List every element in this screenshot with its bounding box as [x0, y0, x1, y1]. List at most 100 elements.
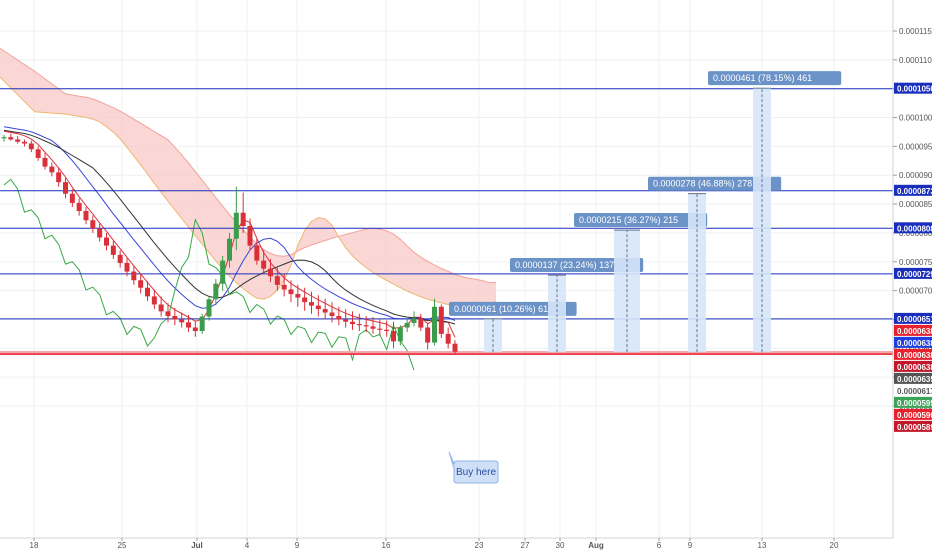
horizontal-levels[interactable]	[0, 88, 893, 355]
candle-body	[90, 220, 96, 229]
candle-body	[268, 268, 273, 277]
candle-body	[1, 137, 7, 139]
buy-here-callout[interactable]: Buy here	[448, 451, 499, 484]
support-band	[0, 351, 893, 355]
chikou-line	[3, 178, 415, 371]
target-projections[interactable]: 0.0000061 (10.26%) 61 0.0000137 (23.24%) …	[449, 71, 842, 353]
price-label-tag	[894, 184, 932, 196]
time-tick-label: 13	[758, 541, 767, 550]
candle-body	[329, 312, 335, 316]
target-label: 0.0000215 (36.27%) 215	[579, 215, 678, 225]
time-tick-label: 9	[688, 541, 693, 550]
time-tick-label: 6	[657, 541, 662, 550]
price-label-tag	[894, 420, 932, 432]
kijun-line	[3, 126, 456, 321]
candle-body	[363, 325, 369, 327]
candle-body	[28, 143, 34, 150]
cloud-span-b	[0, 47, 497, 284]
candle-body	[302, 297, 308, 303]
candle-body	[288, 289, 294, 295]
target-label-bg	[708, 71, 842, 86]
price-label-text: 0.0000589	[897, 423, 932, 432]
time-tick-label: 4	[245, 541, 250, 550]
candle-body	[404, 322, 410, 328]
candle-body	[158, 304, 164, 312]
price-label-text: 0.0000873	[897, 187, 932, 196]
candle-body	[56, 172, 62, 183]
price-label-tag	[894, 360, 932, 372]
time-tick-label: Aug	[588, 541, 604, 550]
candle-body	[22, 141, 27, 144]
target-label-bg	[648, 176, 782, 191]
time-tick-label: 30	[556, 541, 565, 550]
candle-body	[199, 316, 205, 331]
candle-body	[350, 321, 355, 325]
candle-body	[165, 311, 171, 316]
callout-text: Buy here	[456, 467, 496, 478]
time-tick-label: Jul	[191, 541, 203, 550]
price-label-tag	[894, 336, 932, 348]
price-label-text: 0.0000638	[897, 327, 932, 336]
candle-body	[438, 306, 444, 334]
candle-body	[274, 276, 280, 285]
candle-body	[8, 137, 14, 140]
candle-body	[15, 139, 21, 142]
candle-body	[418, 318, 424, 328]
time-tick-label: 18	[30, 541, 39, 550]
price-label-tag	[894, 312, 932, 324]
candle-body	[315, 305, 321, 310]
candle-body	[281, 284, 287, 290]
candle-body	[356, 324, 362, 326]
candle-body	[261, 260, 267, 269]
price-label-tag	[894, 396, 932, 408]
candle-body	[213, 283, 219, 300]
price-label-text: 0.0000638	[897, 363, 932, 372]
price-label-tag	[894, 324, 932, 336]
candle-body	[145, 287, 150, 297]
target-label-bg	[574, 213, 708, 228]
candle-body	[179, 319, 185, 323]
callout-bubble	[448, 451, 499, 484]
candle-body	[384, 329, 390, 331]
candle-body	[97, 228, 103, 238]
price-label-text: 0.0001050	[897, 85, 932, 94]
target-label: 0.0000461 (78.15%) 461	[713, 73, 812, 83]
target-label-bg	[449, 301, 577, 316]
time-tick-label: 25	[118, 541, 127, 550]
candle-body	[69, 193, 75, 203]
candle-body	[186, 322, 191, 328]
candle-body	[151, 296, 157, 305]
candle-body	[240, 212, 246, 226]
price-label-tag	[894, 348, 932, 360]
candle-body	[42, 157, 48, 167]
candle-body	[295, 294, 301, 298]
time-tick-label: 16	[382, 541, 391, 550]
candle-body	[432, 306, 437, 343]
candle-body	[391, 331, 396, 342]
candle-body	[76, 202, 82, 211]
candle-body	[452, 343, 458, 352]
time-tick-label: 27	[521, 541, 530, 550]
target-range-box[interactable]	[688, 193, 706, 353]
candle-body	[63, 182, 68, 194]
candle-body	[35, 149, 41, 158]
time-axis[interactable]: 18 25 Jul 4 9 16 23 27 30 Aug 6 9 13 20	[0, 537, 932, 550]
price-label-tag	[894, 372, 932, 384]
candle-body	[192, 327, 198, 331]
candle-body	[117, 254, 123, 263]
target-label-bg	[510, 258, 644, 273]
price-label-text: 0.0000595	[897, 399, 932, 408]
candle-body	[322, 309, 328, 313]
price-label-text: 0.0000729	[897, 270, 932, 279]
target-range-box[interactable]	[548, 275, 566, 353]
target-label: 0.0000137 (23.24%) 137	[515, 260, 614, 270]
cloud-fill	[0, 48, 496, 308]
price-label-tag	[894, 267, 932, 279]
target-label: 0.0000061 (10.26%) 61	[454, 304, 548, 314]
